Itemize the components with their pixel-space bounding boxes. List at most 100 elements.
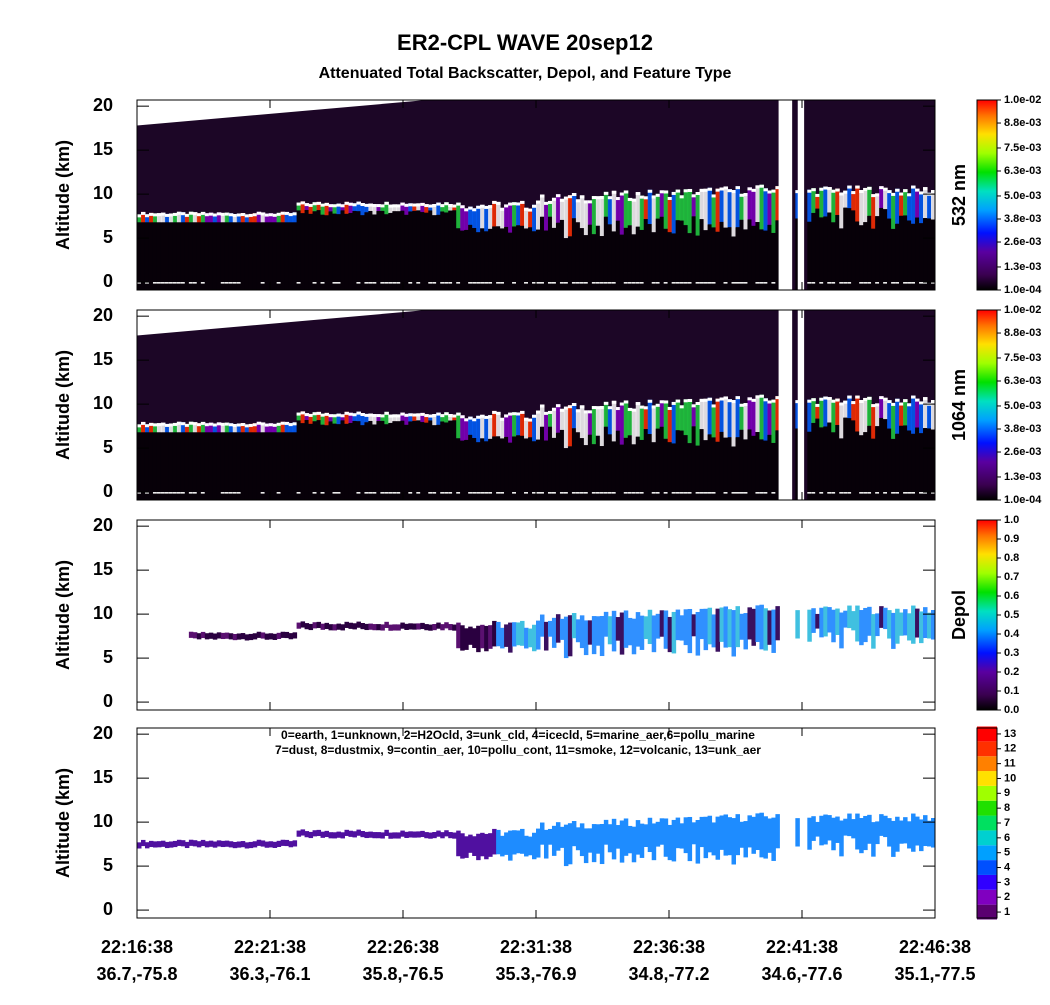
- curtain-top: [332, 204, 337, 208]
- curtain-surface: [883, 282, 888, 284]
- curtain-below: [847, 418, 852, 500]
- curtain-cloud: [559, 198, 565, 220]
- curtain-surface: [839, 492, 844, 494]
- curtain-surface: [723, 492, 728, 494]
- curtain-cloud: [919, 191, 924, 224]
- curtain-below: [480, 438, 485, 500]
- curtain-cloud: [252, 423, 258, 433]
- curtain-cloud: [496, 411, 501, 437]
- curtain-surface: [332, 492, 337, 494]
- curtain-surface: [611, 282, 616, 284]
- curtain-cloud: [875, 613, 880, 637]
- curtain-cloud: [148, 840, 154, 848]
- curtain-cloud: [440, 624, 445, 631]
- curtain-cloud: [655, 403, 661, 429]
- curtain-top: [144, 424, 150, 428]
- curtain-below: [923, 218, 928, 290]
- curtain-below: [619, 234, 625, 290]
- curtain-cloud: [152, 841, 158, 848]
- curtain-cloud: [611, 610, 617, 652]
- curtain-top: [152, 423, 158, 427]
- curtain-below: [855, 221, 860, 290]
- curtain-cloud: [468, 416, 473, 435]
- curtain-surface: [831, 282, 836, 284]
- curtain-top: [695, 402, 701, 406]
- curtain-cloud: [683, 399, 689, 436]
- curtain-cloud: [432, 204, 437, 216]
- curtain-top: [767, 190, 772, 194]
- curtain-top: [328, 204, 334, 208]
- curtain-cloud: [687, 608, 693, 654]
- curtain-top: [559, 198, 565, 202]
- curtain-surface: [711, 492, 716, 494]
- curtain-cloud: [851, 819, 856, 839]
- curtain-cloud: [332, 624, 337, 631]
- curtain-cloud: [863, 187, 868, 223]
- curtain-cloud: [727, 399, 733, 438]
- curtain-cloud: [260, 632, 266, 639]
- curtain-top: [320, 203, 326, 207]
- curtain-cloud: [240, 213, 246, 223]
- curtain-below: [811, 212, 816, 290]
- curtain-surface: [827, 282, 832, 284]
- curtain-below: [679, 220, 685, 290]
- curtain-cloud: [492, 410, 497, 437]
- curtain-top: [707, 397, 713, 401]
- curtain-cloud: [332, 414, 337, 424]
- curtain-cloud: [368, 413, 373, 421]
- curtain-top: [420, 202, 425, 206]
- curtain-cloud: [384, 201, 389, 215]
- curtain-surface: [296, 282, 301, 284]
- curtain-surface: [480, 282, 485, 284]
- curtain-cloud: [156, 423, 162, 433]
- colorbar-tick-label: 2.6e-03: [1004, 446, 1041, 458]
- curtain-surface: [232, 492, 237, 494]
- curtain-cloud: [236, 841, 242, 848]
- curtain-top: [304, 203, 310, 207]
- curtain-top: [747, 187, 752, 191]
- curtain-cloud: [524, 207, 529, 229]
- curtain-cloud: [771, 609, 776, 653]
- curtain-below: [180, 222, 186, 290]
- curtain-below: [440, 211, 445, 290]
- curtain-below: [260, 432, 266, 500]
- curtain-cloud: [639, 615, 645, 650]
- curtain-surface: [192, 282, 197, 284]
- curtain-below: [755, 432, 760, 500]
- curtain-cloud: [344, 621, 349, 628]
- curtain-surface: [388, 492, 393, 494]
- curtain-cloud: [256, 211, 262, 223]
- curtain-cloud: [464, 208, 469, 230]
- curtain-top: [424, 204, 429, 208]
- curtain-top: [356, 201, 361, 205]
- curtain-cloud: [392, 624, 397, 631]
- curtain-cloud: [719, 187, 725, 222]
- curtain-below: [611, 441, 617, 500]
- curtain-top: [851, 401, 856, 405]
- curtain-surface: [364, 492, 369, 494]
- curtain-top: [344, 201, 349, 205]
- curtain-cloud: [683, 189, 689, 226]
- curtain-surface: [228, 282, 233, 284]
- curtain-cloud: [827, 607, 832, 633]
- curtain-below: [711, 227, 717, 290]
- curtain-below: [687, 233, 693, 290]
- curtain-surface: [875, 492, 880, 494]
- curtain-cloud: [831, 189, 836, 223]
- y-tick-label: 10: [93, 603, 113, 623]
- curtain-cloud: [707, 397, 713, 435]
- curtain-surface: [200, 492, 205, 494]
- curtain-cloud: [703, 188, 709, 231]
- curtain-below: [260, 222, 266, 290]
- curtain-top: [703, 398, 709, 402]
- curtain-cloud: [192, 212, 198, 223]
- curtain-below: [927, 218, 932, 290]
- curtain-cloud: [895, 188, 900, 224]
- curtain-cloud: [256, 839, 262, 846]
- curtain-surface: [867, 492, 872, 494]
- curtain-top: [508, 202, 513, 206]
- curtain-surface: [332, 282, 337, 284]
- curtain-cloud: [488, 415, 493, 439]
- curtain-cloud: [619, 192, 625, 235]
- curtain-cloud: [591, 196, 597, 235]
